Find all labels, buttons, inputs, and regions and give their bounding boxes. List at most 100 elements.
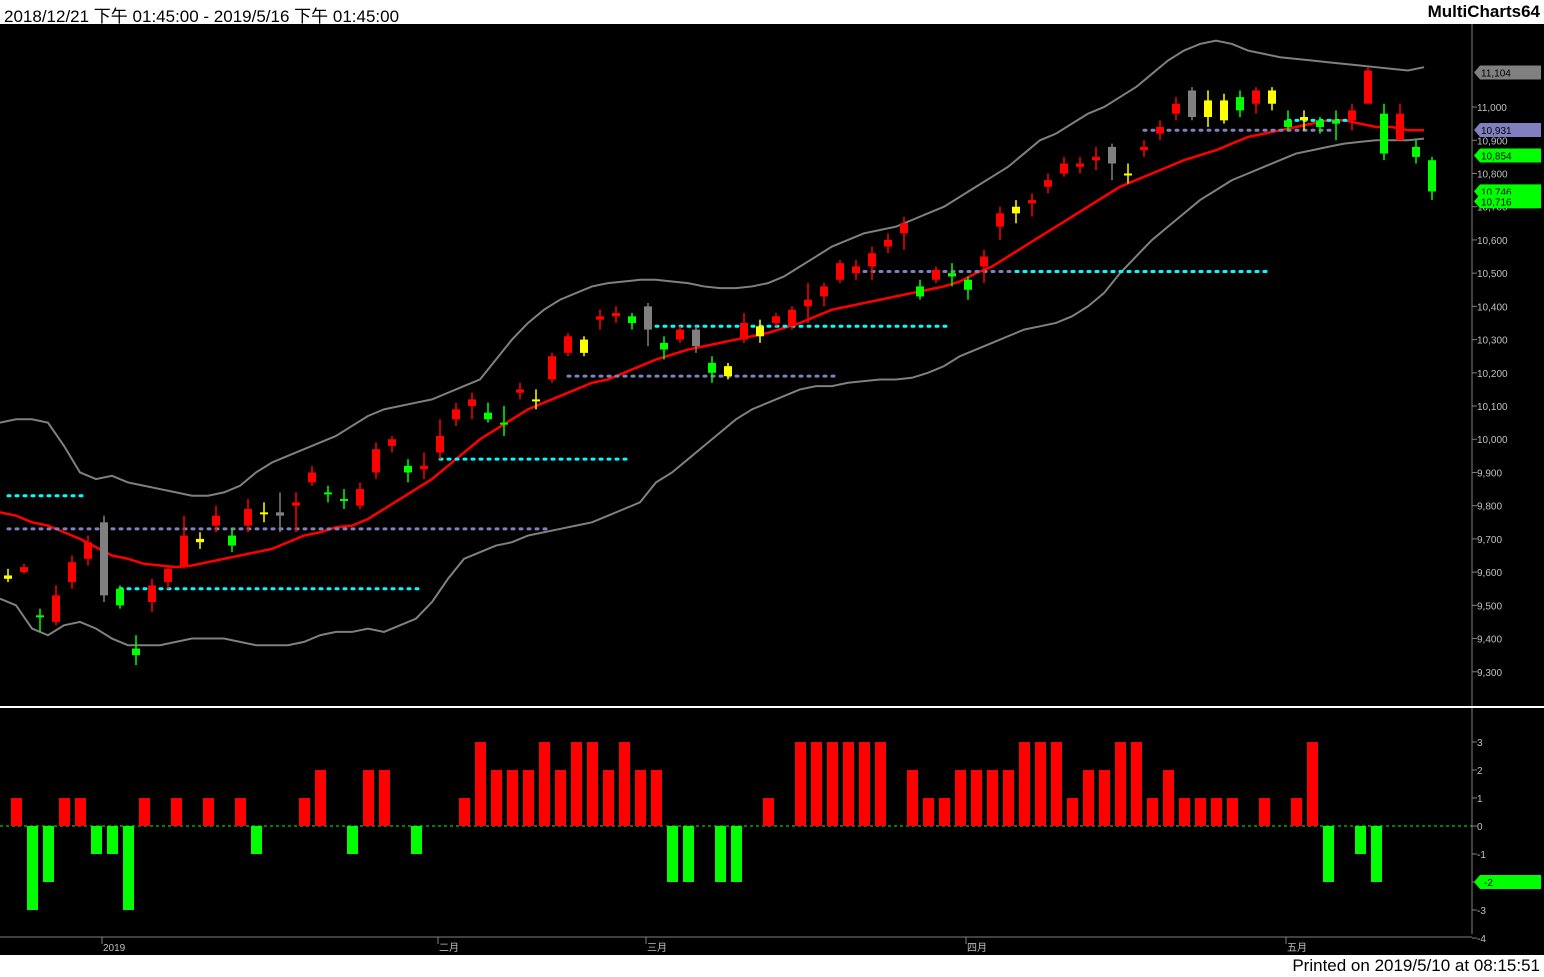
indicator-bar — [1067, 798, 1078, 826]
indicator-bar — [763, 798, 774, 826]
indicator-bar — [1291, 798, 1302, 826]
candle-body — [4, 575, 12, 579]
indicator-bar — [411, 826, 422, 854]
candle-body — [532, 399, 540, 402]
indicator-bar — [1227, 798, 1238, 826]
price-tick-label: 9,600 — [1477, 568, 1502, 579]
candle-body — [1236, 97, 1244, 111]
time-tick-label: 三月 — [647, 942, 667, 954]
indicator-bar — [1131, 742, 1142, 826]
time-tick-label: 五月 — [1287, 942, 1307, 954]
candle-body — [836, 263, 844, 280]
candle-body — [1220, 100, 1228, 121]
candle-body — [468, 399, 476, 407]
indicator-bar — [1019, 742, 1030, 826]
indicator-bar — [987, 770, 998, 826]
candle-body — [1300, 117, 1308, 121]
candle-body — [932, 269, 940, 280]
indicator-bar — [1259, 798, 1270, 826]
indicator-bar — [875, 742, 886, 826]
indicator-bar — [1179, 798, 1190, 826]
indicator-bar — [667, 826, 678, 882]
candle-body — [948, 273, 956, 277]
candle-body — [756, 326, 764, 337]
indicator-tick-label: 1 — [1477, 794, 1483, 805]
candle-body — [1060, 163, 1068, 174]
indicator-bar — [603, 770, 614, 826]
candle-body — [436, 435, 444, 453]
footer-bar: Printed on 2019/5/10 at 08:15:51 — [0, 955, 1544, 977]
candle-body — [580, 339, 588, 353]
indicator-bar — [1035, 742, 1046, 826]
indicator-bar — [507, 770, 518, 826]
chart-canvas[interactable]: 9,300 9,400 9,500 9,600 9,700 9,800 9,900 10,00… — [0, 24, 1544, 955]
indicator-bar — [651, 770, 662, 826]
candle-body — [1380, 113, 1388, 154]
indicator-bar — [1323, 826, 1334, 882]
indicator-tick-label: 3 — [1477, 738, 1483, 749]
price-tick-label: 10,300 — [1477, 336, 1508, 347]
indicator-bar — [619, 742, 630, 826]
candle-body — [116, 588, 124, 606]
candle-body — [564, 336, 572, 353]
indicator-bar — [843, 742, 854, 826]
indicator-bar — [299, 798, 310, 826]
candle-body — [132, 648, 140, 656]
time-tick-label: 2019 — [103, 943, 126, 954]
indicator-bar — [235, 798, 246, 826]
candle-body — [340, 499, 348, 502]
candle-body — [420, 465, 428, 470]
indicator-bar — [363, 770, 374, 826]
indicator-bar — [139, 798, 150, 826]
indicator-tick-label: -3 — [1477, 906, 1486, 917]
candle-body — [20, 567, 28, 573]
indicator-bar — [795, 742, 806, 826]
indicator-bar — [859, 742, 870, 826]
printed-timestamp: Printed on 2019/5/10 at 08:15:51 — [1292, 956, 1540, 975]
price-tag-label: 10,854 — [1481, 152, 1512, 163]
indicator-bar — [683, 826, 694, 882]
candle-body — [628, 316, 636, 323]
indicator-bar — [315, 770, 326, 826]
indicator-bar — [635, 770, 646, 826]
indicator-bar — [731, 826, 742, 882]
candle-body — [1124, 173, 1132, 176]
candle-body — [820, 286, 828, 297]
price-tag-label: 10,716 — [1481, 197, 1512, 208]
candle-body — [916, 286, 924, 297]
candle-body — [68, 562, 76, 583]
indicator-bar — [347, 826, 358, 854]
indicator-bar — [1083, 770, 1094, 826]
candle-body — [644, 306, 652, 330]
indicator-bar — [523, 770, 534, 826]
candle-body — [228, 535, 236, 546]
candle-body — [1412, 146, 1420, 157]
indicator-bar — [1115, 742, 1126, 826]
indicator-bar — [715, 826, 726, 882]
price-tag — [1474, 148, 1541, 163]
price-tick-label: 9,900 — [1477, 468, 1502, 479]
title-bar: 2018/12/21 下午 01:45:00 - 2019/5/16 下午 01… — [0, 0, 1544, 26]
indicator-bar — [251, 826, 262, 854]
price-tag — [1474, 122, 1541, 137]
candle-body — [964, 279, 972, 290]
candle-body — [1108, 146, 1116, 164]
candle-body — [276, 512, 284, 516]
indicator-bar — [59, 798, 70, 826]
price-tick-label: 10,600 — [1477, 236, 1508, 247]
candle-body — [1012, 206, 1020, 214]
candle-body — [900, 223, 908, 234]
candle-body — [308, 472, 316, 483]
lower-band-line — [0, 137, 1425, 647]
candle-body — [868, 253, 876, 267]
price-tick-label: 10,100 — [1477, 402, 1508, 413]
price-tick-label: 10,800 — [1477, 169, 1508, 180]
indicator-bar — [1211, 798, 1222, 826]
candle-body — [1332, 120, 1340, 124]
price-tick-label: 9,500 — [1477, 601, 1502, 612]
indicator-bar — [123, 826, 134, 910]
moving-average-line — [0, 119, 1424, 569]
candle-body — [788, 309, 796, 327]
candle-body — [36, 615, 44, 618]
indicator-bar — [459, 798, 470, 826]
